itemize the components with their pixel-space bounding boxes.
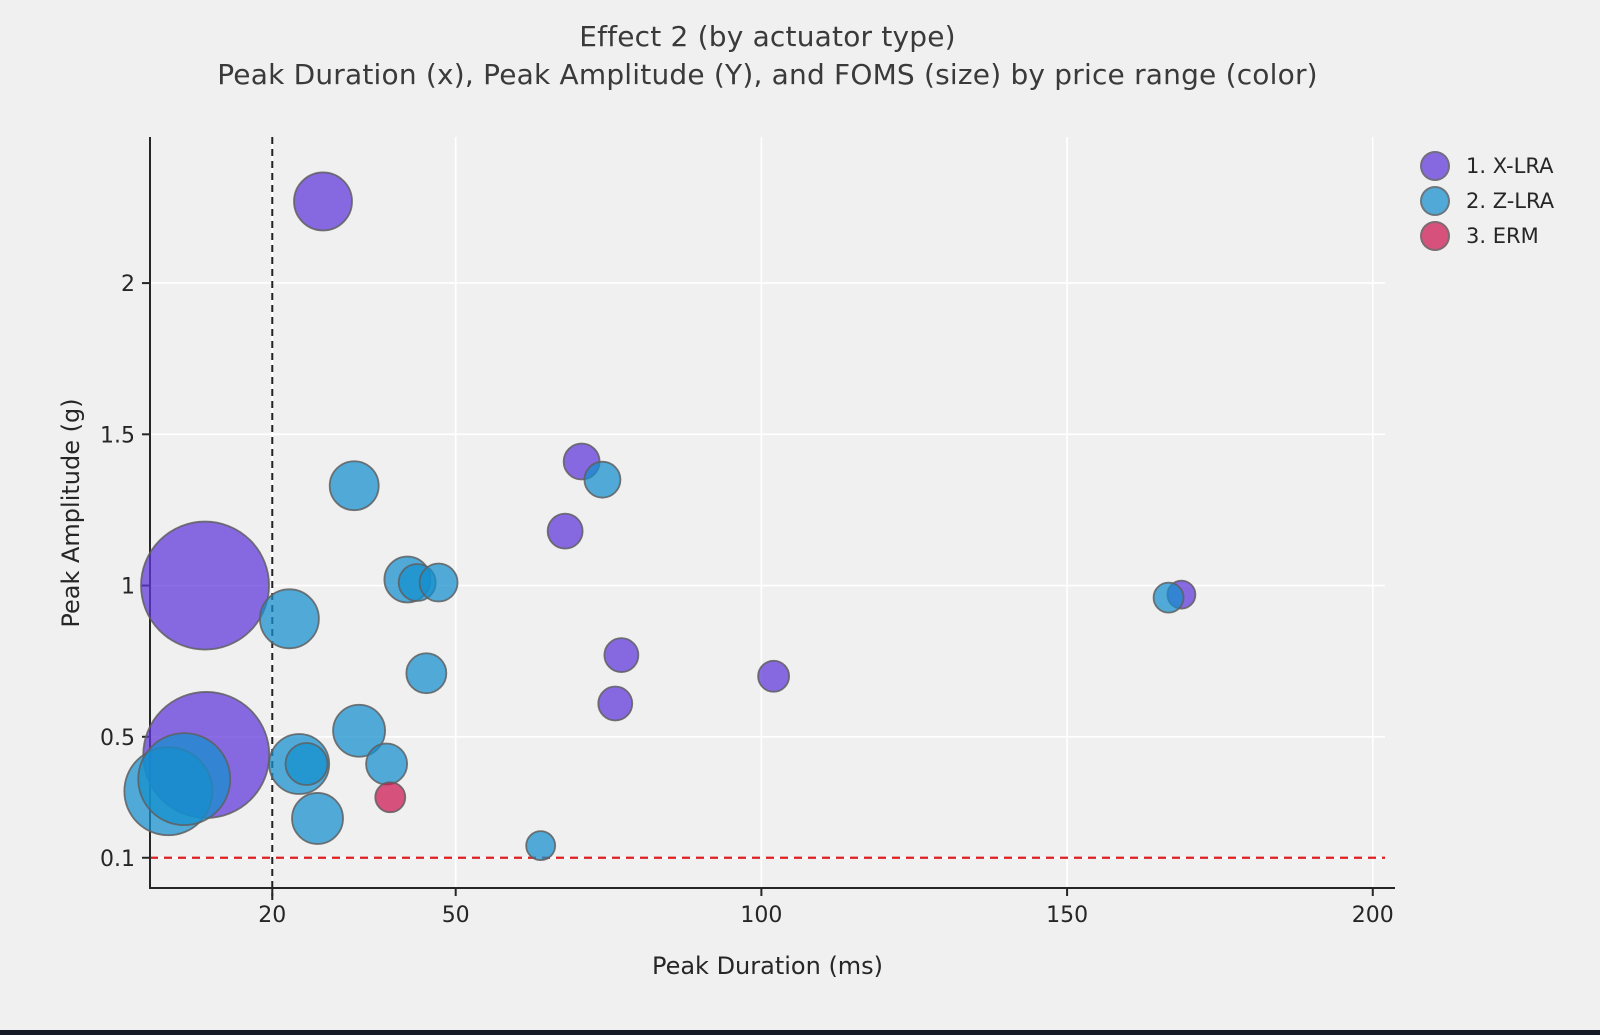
bubble-zlra bbox=[137, 732, 232, 827]
x-tick-label: 200 bbox=[1352, 903, 1394, 928]
bubble-zlra bbox=[284, 742, 329, 786]
legend-label: 3. ERM bbox=[1466, 223, 1539, 248]
chart-subtitle: Peak Duration (x), Peak Amplitude (Y), a… bbox=[217, 58, 1318, 91]
y-tick-label: 0.5 bbox=[100, 726, 135, 751]
x-tick-label: 20 bbox=[258, 903, 286, 928]
x-tick-label: 100 bbox=[740, 903, 782, 928]
bubble-zlra bbox=[332, 703, 386, 758]
legend-item: 2. Z-LRA bbox=[1420, 183, 1554, 218]
bubble-zlra bbox=[418, 562, 459, 603]
legend-item: 3. ERM bbox=[1420, 218, 1554, 253]
legend-marker-icon bbox=[1420, 185, 1450, 216]
bubble-zlra bbox=[258, 588, 320, 650]
bubble-erm bbox=[374, 781, 407, 814]
bubble-zlra bbox=[583, 460, 622, 499]
y-tick-label: 1 bbox=[121, 575, 135, 600]
y-axis-label: Peak Amplitude (g) bbox=[57, 398, 85, 628]
bubble-zlra bbox=[291, 792, 344, 845]
legend-marker-icon bbox=[1420, 150, 1450, 181]
bubble-xlra bbox=[757, 659, 791, 693]
bubble-zlra bbox=[328, 460, 380, 512]
x-tick-label: 50 bbox=[442, 903, 470, 928]
bubble-zlra bbox=[405, 652, 448, 695]
bubble-xlra bbox=[546, 512, 584, 550]
y-tick-label: 2 bbox=[121, 272, 135, 297]
x-axis-label: Peak Duration (ms) bbox=[651, 952, 884, 980]
y-tick-label: 0.1 bbox=[100, 847, 135, 872]
bubble-xlra bbox=[140, 520, 270, 651]
legend-marker-icon bbox=[1420, 220, 1450, 251]
x-tick-label: 150 bbox=[1046, 903, 1088, 928]
y-tick-label: 1.5 bbox=[100, 423, 135, 448]
legend-label: 1. X-LRA bbox=[1466, 153, 1554, 178]
chart-title: Effect 2 (by actuator type) bbox=[579, 20, 956, 53]
legend-label: 2. Z-LRA bbox=[1466, 188, 1555, 213]
bubble-zlra bbox=[1152, 581, 1185, 614]
bubble-xlra bbox=[597, 685, 634, 722]
bubble-zlra bbox=[365, 742, 409, 786]
bubble-xlra bbox=[603, 637, 640, 674]
window-edge bbox=[0, 1030, 1600, 1035]
legend: 1. X-LRA 2. Z-LRA 3. ERM bbox=[1420, 148, 1554, 253]
bubble-zlra bbox=[525, 830, 557, 862]
legend-item: 1. X-LRA bbox=[1420, 148, 1554, 183]
bubble-xlra bbox=[293, 171, 353, 232]
